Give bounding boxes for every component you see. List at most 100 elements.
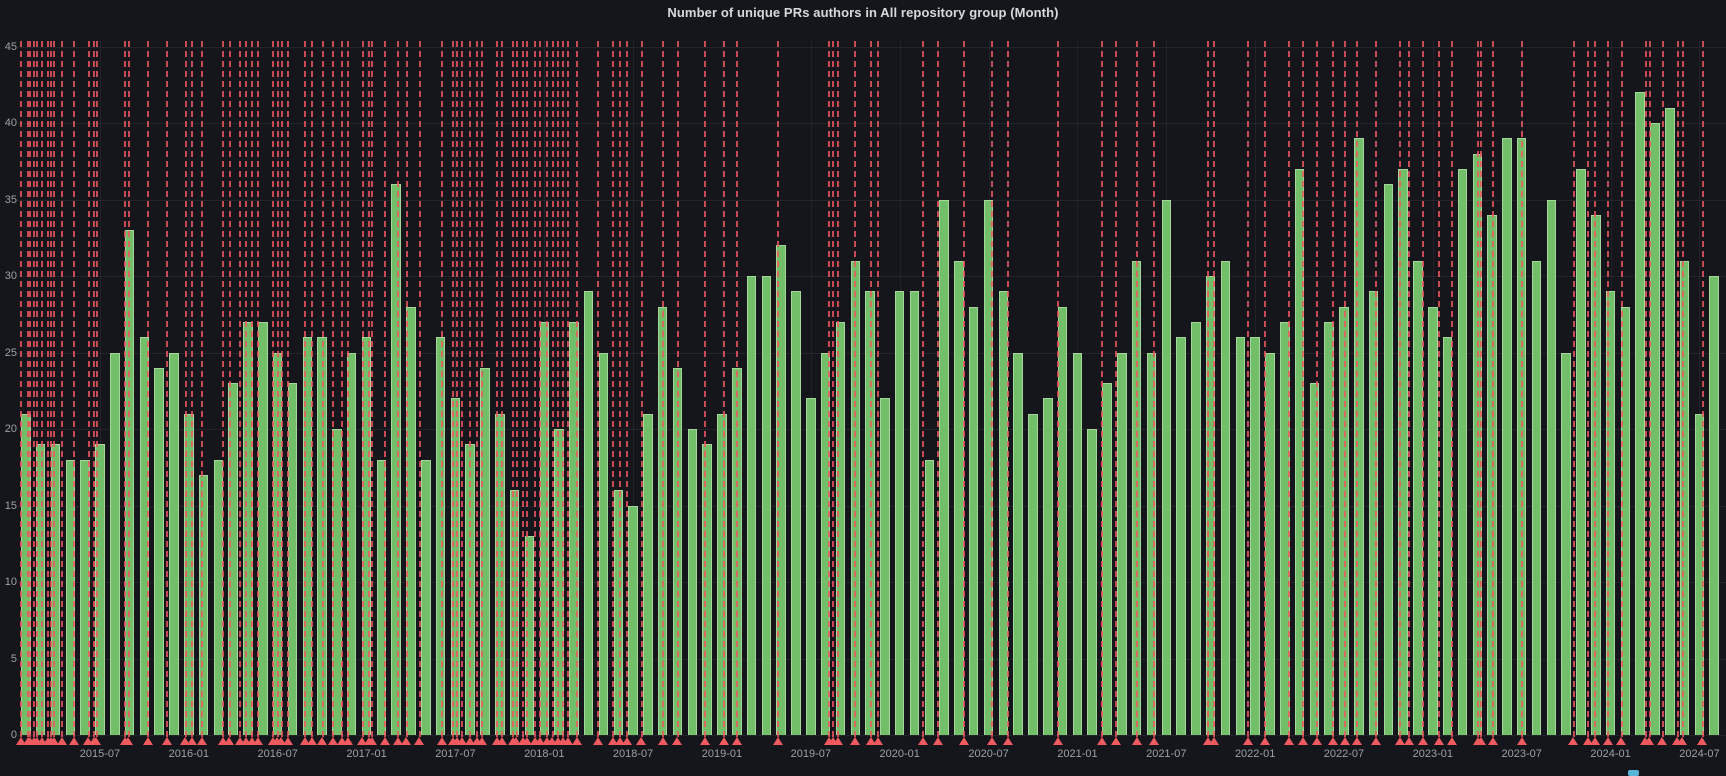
bar-2023-10[interactable] xyxy=(1561,352,1571,735)
annotation-line[interactable] xyxy=(676,41,679,737)
annotation-line[interactable] xyxy=(515,41,518,737)
annotation-line[interactable] xyxy=(1399,41,1402,737)
annotation-line[interactable] xyxy=(640,41,643,737)
annotation-marker-icon[interactable] xyxy=(986,737,997,745)
bar-2015-12[interactable] xyxy=(169,352,179,735)
bar-2023-08[interactable] xyxy=(1531,260,1542,735)
annotation-line[interactable] xyxy=(405,41,408,737)
annotation-line[interactable] xyxy=(567,41,570,737)
annotation-marker-icon[interactable] xyxy=(83,737,94,745)
annotation-line[interactable] xyxy=(36,41,38,737)
annotation-line[interactable] xyxy=(73,41,76,737)
bar-2019-11[interactable] xyxy=(865,291,875,735)
bar-2021-02[interactable] xyxy=(1087,429,1097,735)
bar-2020-03[interactable] xyxy=(924,459,935,735)
annotation-marker-icon[interactable] xyxy=(252,737,263,745)
bar-2016-04[interactable] xyxy=(228,383,238,735)
bar-2024-03[interactable] xyxy=(1635,92,1645,735)
annotation-line[interactable] xyxy=(384,41,387,737)
annotation-line[interactable] xyxy=(1492,41,1495,737)
annotation-marker-icon[interactable] xyxy=(56,737,67,745)
bar-2016-06[interactable] xyxy=(258,321,268,735)
annotation-line[interactable] xyxy=(576,41,579,737)
annotation-marker-icon[interactable] xyxy=(142,737,153,745)
annotation-marker-icon[interactable] xyxy=(1096,737,1107,745)
bar-2019-05[interactable] xyxy=(776,245,786,735)
bar-2018-11[interactable] xyxy=(687,429,698,735)
annotation-line[interactable] xyxy=(222,41,225,737)
annotation-line[interactable] xyxy=(1101,41,1104,737)
annotation-line[interactable] xyxy=(704,41,707,737)
annotation-line[interactable] xyxy=(662,41,665,737)
annotation-marker-icon[interactable] xyxy=(1259,737,1270,745)
annotation-line[interactable] xyxy=(27,41,30,737)
annotation-line[interactable] xyxy=(501,41,504,737)
annotation-line[interactable] xyxy=(61,41,64,737)
bar-2018-08[interactable] xyxy=(643,413,653,735)
annotation-line[interactable] xyxy=(95,41,98,737)
annotation-line[interactable] xyxy=(1676,41,1679,737)
annotation-marker-icon[interactable] xyxy=(1657,737,1668,745)
annotation-marker-icon[interactable] xyxy=(282,737,293,745)
annotation-marker-icon[interactable] xyxy=(317,737,328,745)
bar-2017-03[interactable] xyxy=(391,184,401,735)
annotation-line[interactable] xyxy=(1264,41,1267,737)
annotation-line[interactable] xyxy=(870,41,873,737)
annotation-line[interactable] xyxy=(1480,41,1483,737)
annotation-marker-icon[interactable] xyxy=(240,737,251,745)
bar-2023-05[interactable] xyxy=(1487,214,1497,735)
bar-2017-07[interactable] xyxy=(450,398,461,735)
bar-2019-01[interactable] xyxy=(717,413,727,735)
bar-2022-08[interactable] xyxy=(1354,138,1364,735)
annotation-line[interactable] xyxy=(124,41,127,737)
annotation-line[interactable] xyxy=(1007,41,1010,737)
annotation-line[interactable] xyxy=(1438,41,1441,737)
annotation-line[interactable] xyxy=(1302,41,1305,737)
annotation-marker-icon[interactable] xyxy=(1339,737,1350,745)
annotation-marker-icon[interactable] xyxy=(541,737,552,745)
annotation-line[interactable] xyxy=(777,41,780,737)
annotation-marker-icon[interactable] xyxy=(552,737,563,745)
annotation-line[interactable] xyxy=(456,41,459,737)
annotation-marker-icon[interactable] xyxy=(68,737,79,745)
annotation-marker-icon[interactable] xyxy=(186,737,197,745)
annotation-line[interactable] xyxy=(332,41,335,737)
annotation-marker-icon[interactable] xyxy=(464,737,475,745)
bar-2024-04[interactable] xyxy=(1650,123,1660,735)
annotation-marker-icon[interactable] xyxy=(547,737,558,745)
bar-2024-06[interactable] xyxy=(1679,260,1690,735)
annotation-marker-icon[interactable] xyxy=(1110,737,1121,745)
annotation-marker-icon[interactable] xyxy=(31,737,42,745)
annotation-line[interactable] xyxy=(1153,41,1156,737)
annotation-marker-icon[interactable] xyxy=(224,737,235,745)
bar-2019-03[interactable] xyxy=(746,276,757,735)
annotation-line[interactable] xyxy=(476,41,478,737)
bar-2022-02[interactable] xyxy=(1265,352,1275,735)
annotation-marker-icon[interactable] xyxy=(217,737,228,745)
annotation-marker-icon[interactable] xyxy=(1208,737,1219,745)
annotation-marker-icon[interactable] xyxy=(621,737,632,745)
annotation-line[interactable] xyxy=(33,41,36,737)
annotation-marker-icon[interactable] xyxy=(342,737,353,745)
annotation-marker-icon[interactable] xyxy=(571,737,582,745)
clipped-legend-marker[interactable] xyxy=(1628,770,1639,776)
annotation-line[interactable] xyxy=(1344,41,1347,737)
annotation-marker-icon[interactable] xyxy=(657,737,668,745)
bar-2018-12[interactable] xyxy=(702,444,712,735)
annotation-line[interactable] xyxy=(1422,41,1425,737)
annotation-line[interactable] xyxy=(626,41,629,737)
annotation-marker-icon[interactable] xyxy=(534,737,545,745)
annotation-line[interactable] xyxy=(1701,41,1704,737)
annotation-marker-icon[interactable] xyxy=(1297,737,1308,745)
annotation-marker-icon[interactable] xyxy=(496,737,507,745)
annotation-marker-icon[interactable] xyxy=(476,737,487,745)
bar-2016-02[interactable] xyxy=(198,474,209,735)
bar-2021-11[interactable] xyxy=(1220,260,1231,735)
annotation-line[interactable] xyxy=(481,41,484,737)
annotation-marker-icon[interactable] xyxy=(306,737,317,745)
annotation-marker-icon[interactable] xyxy=(379,737,390,745)
annotation-line[interactable] xyxy=(397,41,400,737)
annotation-line[interactable] xyxy=(418,41,421,737)
bar-2021-09[interactable] xyxy=(1191,321,1201,735)
annotation-line[interactable] xyxy=(147,41,150,737)
